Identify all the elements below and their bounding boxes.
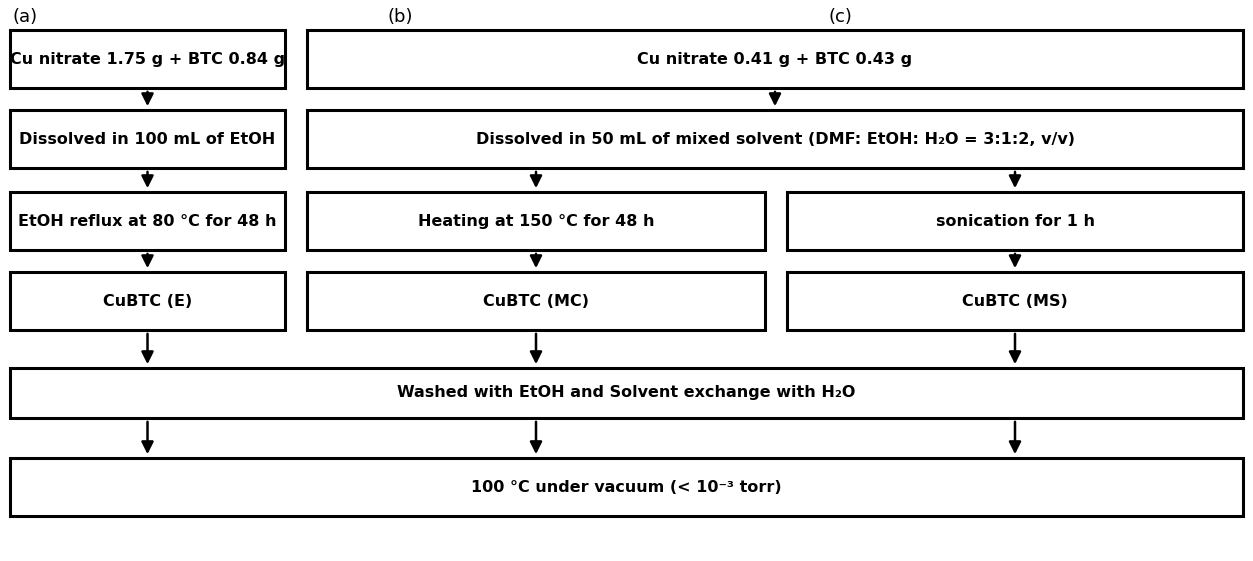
Bar [10, 110, 284, 168]
Text: (a): (a) [13, 8, 38, 26]
Text: (c): (c) [828, 8, 852, 26]
Bar [10, 272, 284, 330]
Bar [10, 368, 1243, 418]
Bar [787, 192, 1243, 250]
Text: EtOH reflux at 80 °C for 48 h: EtOH reflux at 80 °C for 48 h [19, 214, 277, 228]
Bar [10, 30, 284, 88]
Bar [307, 272, 766, 330]
Bar [10, 458, 1243, 516]
Text: CuBTC (E): CuBTC (E) [103, 293, 192, 309]
Text: CuBTC (MS): CuBTC (MS) [962, 293, 1068, 309]
Text: Dissolved in 100 mL of EtOH: Dissolved in 100 mL of EtOH [19, 131, 276, 146]
Bar [307, 110, 1243, 168]
Text: 100 °C under vacuum (< 10⁻³ torr): 100 °C under vacuum (< 10⁻³ torr) [471, 480, 782, 494]
Bar [307, 30, 1243, 88]
Text: Washed with EtOH and Solvent exchange with H₂O: Washed with EtOH and Solvent exchange wi… [397, 385, 856, 401]
Text: sonication for 1 h: sonication for 1 h [936, 214, 1095, 228]
Bar [307, 192, 766, 250]
Text: Heating at 150 °C for 48 h: Heating at 150 °C for 48 h [417, 214, 654, 228]
Bar [10, 192, 284, 250]
Text: Cu nitrate 0.41 g + BTC 0.43 g: Cu nitrate 0.41 g + BTC 0.43 g [638, 52, 912, 67]
Text: CuBTC (MC): CuBTC (MC) [482, 293, 589, 309]
Text: Dissolved in 50 mL of mixed solvent (DMF: EtOH: H₂O = 3:1:2, v/v): Dissolved in 50 mL of mixed solvent (DMF… [475, 131, 1075, 146]
Bar [787, 272, 1243, 330]
Text: (b): (b) [387, 8, 412, 26]
Text: Cu nitrate 1.75 g + BTC 0.84 g: Cu nitrate 1.75 g + BTC 0.84 g [10, 52, 286, 67]
